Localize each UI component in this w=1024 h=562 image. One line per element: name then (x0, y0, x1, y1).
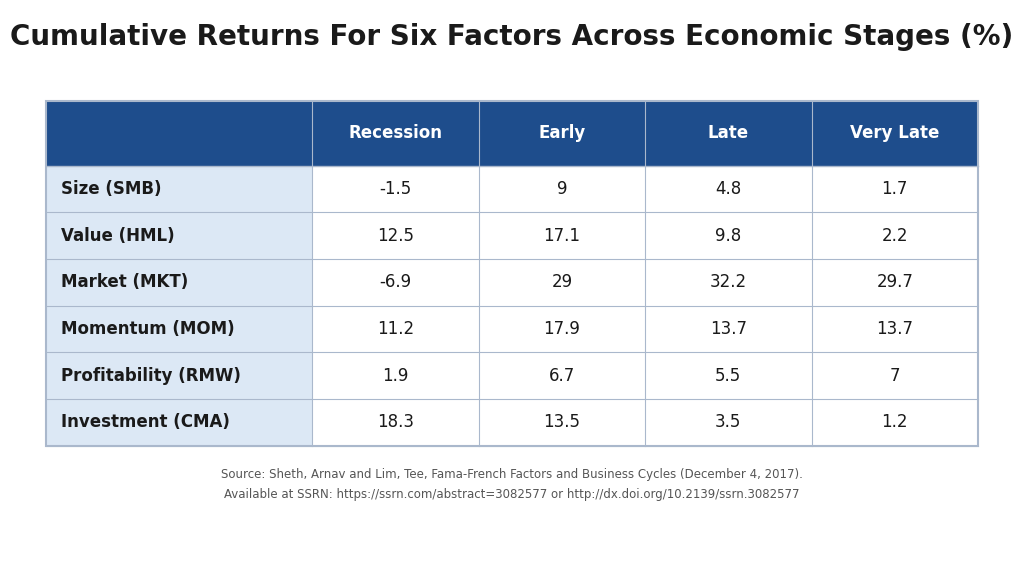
Bar (645, 306, 812, 352)
Bar (645, 212, 812, 259)
Bar (312, 101, 479, 166)
Bar (46, 399, 312, 446)
Text: 9.8: 9.8 (715, 226, 741, 245)
Bar (46, 166, 312, 212)
Text: 11.2: 11.2 (377, 320, 414, 338)
Text: 3.5: 3.5 (715, 413, 741, 432)
Text: 29.7: 29.7 (877, 273, 913, 292)
Bar (812, 352, 978, 399)
Text: 17.1: 17.1 (544, 226, 581, 245)
Text: 2.2: 2.2 (882, 226, 908, 245)
Text: Recession: Recession (348, 124, 442, 143)
Text: -6.9: -6.9 (380, 273, 412, 292)
Text: 32.2: 32.2 (710, 273, 746, 292)
Text: 13.7: 13.7 (710, 320, 746, 338)
Text: Size (SMB): Size (SMB) (61, 180, 162, 198)
Text: 17.9: 17.9 (544, 320, 581, 338)
Bar (812, 259, 978, 306)
Bar (46, 101, 978, 446)
Bar (479, 399, 645, 446)
Bar (46, 259, 312, 306)
Bar (46, 212, 312, 259)
Text: Profitability (RMW): Profitability (RMW) (61, 366, 242, 385)
Bar (479, 259, 645, 306)
Bar (312, 399, 479, 446)
Bar (46, 306, 312, 352)
Text: -1.5: -1.5 (380, 180, 412, 198)
Bar (479, 352, 645, 399)
Bar (312, 306, 479, 352)
Text: Early: Early (539, 124, 586, 143)
Bar (812, 101, 978, 166)
Text: Cumulative Returns For Six Factors Across Economic Stages (%): Cumulative Returns For Six Factors Acros… (10, 22, 1014, 51)
Bar (645, 166, 812, 212)
Bar (312, 212, 479, 259)
Text: 1.7: 1.7 (882, 180, 908, 198)
Text: 1.2: 1.2 (882, 413, 908, 432)
Text: Momentum (MOM): Momentum (MOM) (61, 320, 236, 338)
Bar (312, 259, 479, 306)
Text: Investment (CMA): Investment (CMA) (61, 413, 230, 432)
Bar (645, 259, 812, 306)
Text: 6.7: 6.7 (549, 366, 575, 385)
Text: Source: Sheth, Arnav and Lim, Tee, Fama-French Factors and Business Cycles (Dece: Source: Sheth, Arnav and Lim, Tee, Fama-… (221, 468, 803, 501)
Text: Very Late: Very Late (850, 124, 939, 143)
Text: 18.3: 18.3 (377, 413, 414, 432)
Bar (812, 306, 978, 352)
Text: 1.9: 1.9 (382, 366, 409, 385)
Bar (479, 101, 645, 166)
Text: 5.5: 5.5 (715, 366, 741, 385)
Bar (312, 166, 479, 212)
Bar (812, 166, 978, 212)
Bar (645, 399, 812, 446)
Text: Value (HML): Value (HML) (61, 226, 175, 245)
Bar (812, 212, 978, 259)
Bar (479, 306, 645, 352)
Bar (479, 166, 645, 212)
Text: 13.5: 13.5 (544, 413, 581, 432)
Bar (46, 352, 312, 399)
Bar (479, 212, 645, 259)
Text: Market (MKT): Market (MKT) (61, 273, 188, 292)
Text: 4.8: 4.8 (715, 180, 741, 198)
Bar (812, 399, 978, 446)
Bar (46, 101, 312, 166)
Bar (645, 352, 812, 399)
Text: 12.5: 12.5 (377, 226, 414, 245)
Text: 7: 7 (890, 366, 900, 385)
Text: 9: 9 (557, 180, 567, 198)
Bar (645, 101, 812, 166)
Text: 13.7: 13.7 (877, 320, 913, 338)
Text: Late: Late (708, 124, 749, 143)
Text: 29: 29 (552, 273, 572, 292)
Bar (312, 352, 479, 399)
